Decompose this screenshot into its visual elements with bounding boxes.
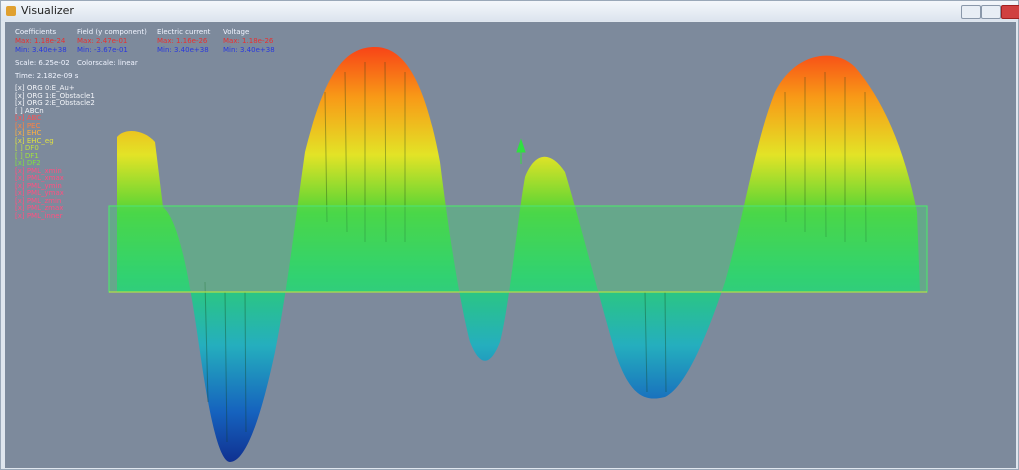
pml-toggle[interactable]: [x] PML_inner [15,212,63,220]
legend-max: Max: 1.16e-26 [157,37,207,45]
legend-header: Electric current [157,28,210,36]
legend-min: Min: 3.40e+38 [157,46,209,54]
legend-header: Coefficients [15,28,56,36]
close-button[interactable] [1001,5,1019,19]
maximize-button[interactable] [981,5,1001,19]
legend-min: Min: 3.40e+38 [15,46,67,54]
legend-header: Field (y component) [77,28,147,36]
legend-min: Min: -3.67e-01 [77,46,128,54]
window-title: Visualizer [21,1,74,21]
title-bar: Visualizer [1,1,1018,21]
legend-max: Max: 1.18e-24 [15,37,65,45]
legend-max: Max: 2.47e-01 [77,37,127,45]
legend-max: Max: 1.18e-26 [223,37,273,45]
domain-box [109,206,927,292]
field-render [5,22,1016,468]
app-icon [6,6,16,16]
time-label: Time: 2.182e-09 s [15,72,78,80]
legend-min: Min: 3.40e+38 [223,46,275,54]
minimize-button[interactable] [961,5,981,19]
viewport: Coefficients Field (y component) Electric … [5,22,1016,468]
axis-marker [517,140,525,164]
legend-header: Voltage [223,28,249,36]
colorscale-label: Colorscale: linear [77,59,138,67]
window: Visualizer [0,0,1019,470]
page: Visualizer [0,0,1019,470]
scale-label: Scale: 6.25e-02 [15,59,70,67]
